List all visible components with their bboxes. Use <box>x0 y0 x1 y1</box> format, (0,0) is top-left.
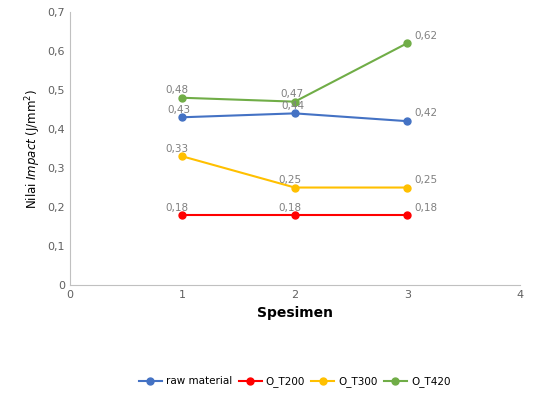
raw material <box>179 115 185 120</box>
Text: 0,18: 0,18 <box>278 203 301 213</box>
O_T200 <box>404 213 411 217</box>
X-axis label: Spesimen: Spesimen <box>257 306 333 320</box>
Text: 0,43: 0,43 <box>168 105 191 114</box>
Text: 0,18: 0,18 <box>165 203 189 213</box>
O_T300 <box>292 185 298 190</box>
Text: 0,42: 0,42 <box>414 109 437 118</box>
Line: O_T300: O_T300 <box>179 153 411 191</box>
O_T300 <box>404 185 411 190</box>
O_T200 <box>179 213 185 217</box>
Line: O_T420: O_T420 <box>179 40 411 105</box>
O_T300 <box>179 154 185 159</box>
Text: 0,25: 0,25 <box>414 175 437 185</box>
raw material <box>292 111 298 116</box>
Line: O_T200: O_T200 <box>179 211 411 218</box>
Text: 0,44: 0,44 <box>281 101 304 110</box>
O_T420 <box>179 95 185 100</box>
Text: 0,33: 0,33 <box>165 144 189 154</box>
Text: 0,48: 0,48 <box>165 86 189 95</box>
raw material <box>404 119 411 124</box>
O_T200 <box>292 213 298 217</box>
Legend: raw material, O_T200, O_T300, O_T420: raw material, O_T200, O_T300, O_T420 <box>135 372 455 392</box>
O_T420 <box>404 41 411 46</box>
Text: 0,25: 0,25 <box>278 175 301 185</box>
Text: 0,62: 0,62 <box>414 31 437 41</box>
Line: raw material: raw material <box>179 110 411 125</box>
Text: 0,18: 0,18 <box>414 203 437 213</box>
Y-axis label: Nilai $\it{Impact}$ (J/mm$^2$): Nilai $\it{Impact}$ (J/mm$^2$) <box>24 88 43 209</box>
O_T420 <box>292 99 298 104</box>
Text: 0,47: 0,47 <box>280 89 303 99</box>
